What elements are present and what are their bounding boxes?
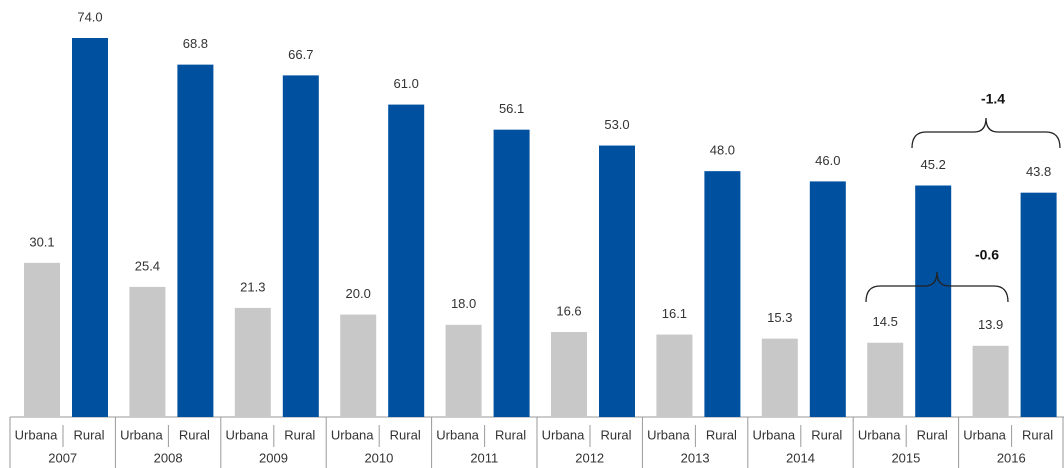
series-label: Urbana: [15, 427, 58, 442]
series-label: Urbana: [752, 427, 795, 442]
bar: [282, 75, 319, 417]
series-label: Urbana: [542, 427, 585, 442]
bar: [177, 64, 214, 417]
bar: [234, 307, 271, 417]
series-label: Rural: [495, 427, 526, 442]
value-label: 30.1: [29, 234, 54, 249]
value-label: 61.0: [394, 76, 419, 91]
x-tick-label: 2011: [470, 450, 498, 465]
x-tick-label: 2010: [364, 450, 393, 465]
bar: [915, 185, 952, 417]
value-label: 74.0: [77, 9, 102, 24]
bar: [809, 181, 846, 417]
series-label: Urbana: [963, 427, 1006, 442]
value-label: 25.4: [135, 258, 160, 273]
bar: [72, 38, 108, 417]
bar: [704, 171, 741, 417]
value-label: 45.2: [921, 157, 946, 172]
value-label: 20.0: [346, 286, 371, 301]
value-label: 68.8: [183, 36, 208, 51]
series-label: Rural: [1022, 427, 1053, 442]
brace: [911, 117, 1061, 149]
bar: [867, 342, 904, 417]
value-label: 46.0: [815, 153, 840, 168]
value-label: 16.1: [662, 306, 687, 321]
series-label: Urbana: [331, 427, 374, 442]
bar: [972, 345, 1009, 417]
series-label: Rural: [390, 427, 421, 442]
bar: [551, 331, 587, 417]
value-label: 14.5: [873, 314, 898, 329]
value-label: 66.7: [288, 47, 313, 62]
value-label: 16.6: [556, 303, 581, 318]
value-label: 48.0: [710, 143, 735, 158]
bar: [340, 314, 377, 417]
value-label: 43.8: [1026, 164, 1051, 179]
bar: [493, 129, 530, 417]
bar: [445, 324, 482, 417]
brace: [865, 271, 1009, 303]
x-tick-label: 2012: [575, 450, 604, 465]
series-label: Rural: [706, 427, 737, 442]
series-label: Rural: [284, 427, 315, 442]
value-label: 13.9: [978, 317, 1003, 332]
annotation: -1.4: [981, 91, 1005, 107]
bar: [129, 286, 166, 417]
series-label: Urbana: [858, 427, 901, 442]
series-label: Rural: [917, 427, 948, 442]
series-label: Rural: [73, 427, 104, 442]
series-label: Urbana: [436, 427, 479, 442]
x-tick-label: 2009: [259, 450, 288, 465]
bar: [656, 334, 693, 417]
series-label: Rural: [600, 427, 631, 442]
series-label: Rural: [179, 427, 210, 442]
bar: [599, 145, 635, 417]
value-label: 21.3: [240, 279, 265, 294]
x-tick-label: 2016: [997, 450, 1026, 465]
bar: [761, 338, 798, 417]
value-label: 15.3: [767, 310, 792, 325]
x-tick-label: 2013: [681, 450, 710, 465]
annotation: -0.6: [975, 247, 999, 263]
value-label: 56.1: [499, 101, 524, 116]
x-tick-label: 2015: [891, 450, 920, 465]
x-tick-label: 2008: [154, 450, 183, 465]
x-tick-label: 2007: [48, 450, 77, 465]
value-label: 18.0: [451, 296, 476, 311]
bar: [388, 104, 425, 417]
series-label: Urbana: [225, 427, 268, 442]
bar: [24, 262, 60, 417]
x-tick-label: 2014: [786, 450, 815, 465]
value-label: 53.0: [604, 117, 629, 132]
bar: [1020, 192, 1057, 417]
series-label: Urbana: [647, 427, 690, 442]
series-label: Urbana: [120, 427, 163, 442]
series-label: Rural: [811, 427, 842, 442]
